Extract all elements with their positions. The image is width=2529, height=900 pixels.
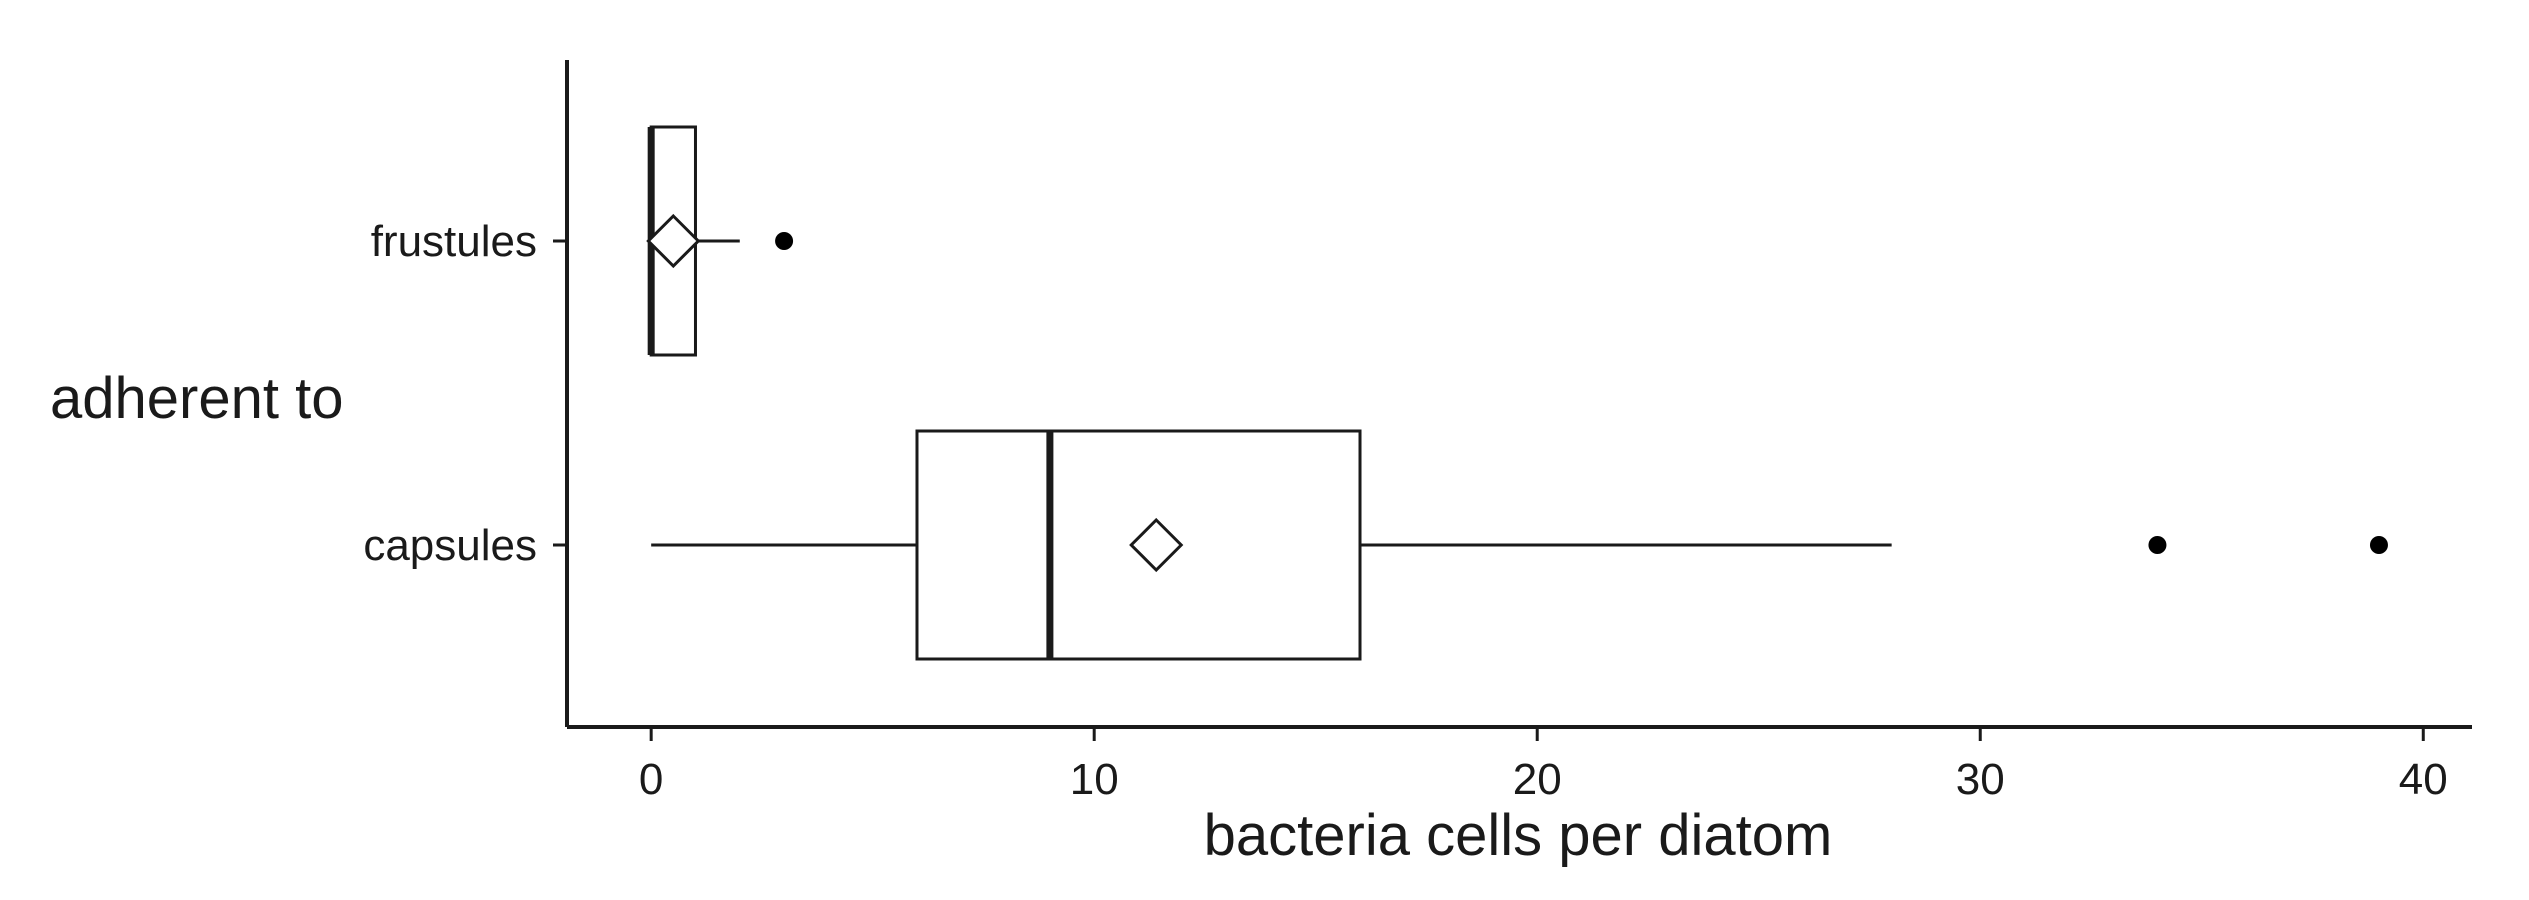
x-tick-label: 40 — [2399, 755, 2448, 804]
plot-area: 0 10 20 30 40 frustules capsules — [363, 60, 2472, 804]
capsules-mean-marker — [1129, 517, 1184, 573]
x-tick-label: 10 — [1070, 755, 1119, 804]
y-axis-title: adherent to — [50, 366, 343, 431]
x-tick-label: 20 — [1513, 755, 1562, 804]
capsules-outlier-point — [2148, 536, 2167, 554]
x-tick-label: 0 — [639, 755, 663, 804]
x-axis-title: bacteria cells per diatom — [1204, 803, 1833, 868]
x-tick-label: 30 — [1956, 755, 2005, 804]
frustules-mean-marker — [646, 213, 701, 269]
y-tick-label-capsules: capsules — [363, 521, 537, 570]
frustules-outlier-point — [775, 232, 794, 250]
y-tick-label-frustules: frustules — [371, 217, 537, 266]
capsules-outlier-point — [2369, 536, 2388, 554]
